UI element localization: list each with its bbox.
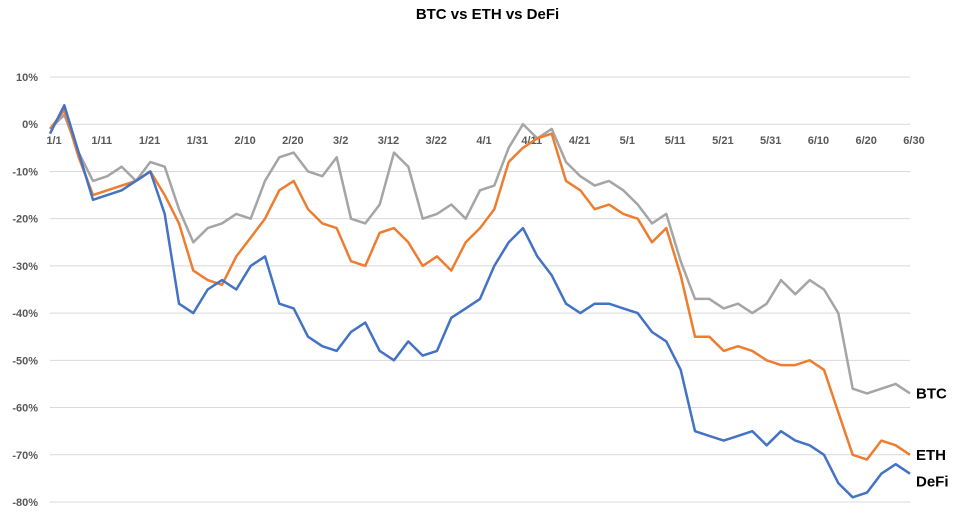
series-label-btc: BTC xyxy=(916,385,947,402)
y-tick-label: -20% xyxy=(12,214,38,226)
y-tick-label: -60% xyxy=(12,403,38,415)
x-tick-label: 3/2 xyxy=(333,135,348,147)
x-tick-label: 4/1 xyxy=(476,135,491,147)
y-tick-label: -40% xyxy=(12,308,38,320)
series-labels: BTC ETH DeFi xyxy=(916,385,949,490)
chart-title: BTC vs ETH vs DeFi xyxy=(415,6,560,23)
x-tick-label: 5/11 xyxy=(665,135,686,147)
x-tick-label: 5/1 xyxy=(620,135,635,147)
x-tick-label: 1/1 xyxy=(46,135,61,147)
x-tick-label: 5/21 xyxy=(712,135,733,147)
y-axis-ticks: 10% 0% -10% -20% -30% -40% -50% -60% -70% -80% xyxy=(12,72,38,509)
x-tick-label: 5/31 xyxy=(760,135,781,147)
series-line-defi xyxy=(48,104,911,499)
y-tick-label: -80% xyxy=(12,497,38,509)
x-tick-label: 3/22 xyxy=(426,135,447,147)
x-tick-label: 1/31 xyxy=(187,135,208,147)
x-tick-label: 6/30 xyxy=(903,135,924,147)
x-tick-label: 2/10 xyxy=(234,135,255,147)
y-tick-label: -10% xyxy=(12,166,38,178)
x-tick-label: 3/12 xyxy=(378,135,399,147)
y-tick-label: -50% xyxy=(12,355,38,367)
x-tick-label: 1/11 xyxy=(91,135,112,147)
x-tick-label: 6/20 xyxy=(856,135,877,147)
series-label-defi: DeFi xyxy=(916,474,949,491)
y-tick-label: -70% xyxy=(12,450,38,462)
x-tick-label: 1/21 xyxy=(139,135,160,147)
series-lines xyxy=(48,104,911,499)
y-tick-label: 0% xyxy=(22,119,38,131)
x-tick-label: 6/10 xyxy=(808,135,829,147)
series-line-btc xyxy=(49,113,911,395)
x-tick-label: 2/20 xyxy=(282,135,303,147)
x-axis-ticks: 1/1 1/11 1/21 1/31 2/10 2/20 3/2 3/12 3/22 4/1 4/1… xyxy=(46,135,924,147)
x-tick-label: 4/21 xyxy=(569,135,590,147)
y-tick-label: -30% xyxy=(12,261,38,273)
y-tick-label: 10% xyxy=(16,72,38,84)
series-label-eth: ETH xyxy=(916,447,946,464)
series-line-eth xyxy=(49,108,911,461)
